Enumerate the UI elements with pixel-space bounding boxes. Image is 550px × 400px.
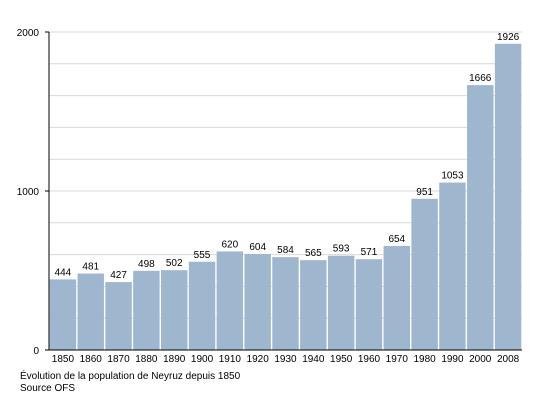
x-tick-label-1890: 1890 bbox=[163, 354, 186, 365]
x-tick-label-1920: 1920 bbox=[247, 354, 270, 365]
data-label-1890: 502 bbox=[166, 258, 183, 269]
x-tick-label-1940: 1940 bbox=[302, 354, 325, 365]
bar-1920 bbox=[244, 253, 271, 350]
data-label-1920: 604 bbox=[249, 242, 266, 253]
bar-1950 bbox=[327, 255, 355, 350]
bar-2008 bbox=[494, 43, 522, 351]
data-label-1870: 427 bbox=[110, 270, 127, 281]
bar-1880 bbox=[133, 270, 160, 350]
bar-1930 bbox=[272, 257, 299, 350]
tick-labels: 1850 1860 1870 1880 1890 1900 1910 1920 1930 1940… bbox=[17, 28, 520, 365]
bar-1900 bbox=[188, 261, 216, 350]
data-label-1960: 571 bbox=[361, 247, 378, 258]
data-label-1900: 555 bbox=[194, 250, 211, 261]
bar-1890 bbox=[160, 270, 188, 350]
x-tick-label-2008: 2008 bbox=[497, 354, 520, 365]
x-tick-label-1990: 1990 bbox=[441, 354, 464, 365]
data-label-1850: 444 bbox=[55, 267, 72, 278]
data-label-1930: 584 bbox=[277, 245, 294, 256]
bar-1860 bbox=[77, 273, 104, 350]
x-tick-label-1980: 1980 bbox=[413, 354, 436, 365]
bar-1970 bbox=[383, 246, 411, 350]
x-tick-label-1870: 1870 bbox=[107, 354, 130, 365]
data-label-1950: 593 bbox=[333, 244, 350, 255]
axes bbox=[45, 31, 522, 351]
x-tick-label-1970: 1970 bbox=[386, 354, 409, 365]
bars bbox=[49, 43, 522, 351]
x-tick-label-2000: 2000 bbox=[469, 354, 492, 365]
bar-1870 bbox=[105, 282, 132, 350]
data-labels: 444 481 427 498 502 555 620 604 584 565 593 571 654 9… bbox=[55, 32, 520, 281]
x-tick-label-1910: 1910 bbox=[219, 354, 242, 365]
x-tick-label-1960: 1960 bbox=[358, 354, 381, 365]
bar-1850 bbox=[49, 279, 77, 350]
data-label-2008: 1926 bbox=[497, 32, 520, 43]
chart-caption-source: Source OFS bbox=[20, 383, 76, 394]
bar-1940 bbox=[300, 260, 327, 350]
data-label-2000: 1666 bbox=[469, 73, 492, 84]
y-tick-label-2000: 2000 bbox=[17, 28, 40, 39]
chart-caption-title: Évolution de la population de Neyruz dep… bbox=[20, 371, 241, 382]
data-label-1860: 481 bbox=[82, 262, 99, 273]
x-tick-label-1950: 1950 bbox=[330, 354, 353, 365]
data-label-1990: 1053 bbox=[441, 171, 464, 182]
x-tick-label-1860: 1860 bbox=[80, 354, 103, 365]
x-tick-label-1930: 1930 bbox=[274, 354, 297, 365]
data-label-1880: 498 bbox=[138, 259, 155, 270]
bar-1980 bbox=[411, 198, 438, 350]
data-label-1970: 654 bbox=[388, 234, 405, 245]
bar-2000 bbox=[467, 85, 494, 350]
bar-1990 bbox=[439, 182, 466, 350]
x-tick-label-1850: 1850 bbox=[52, 354, 75, 365]
x-tick-label-1880: 1880 bbox=[135, 354, 158, 365]
data-label-1980: 951 bbox=[416, 187, 433, 198]
bar-1910 bbox=[216, 251, 244, 350]
data-label-1910: 620 bbox=[222, 239, 239, 250]
bar-1960 bbox=[355, 259, 383, 350]
y-tick-label-1000: 1000 bbox=[17, 187, 40, 198]
y-tick-label-0: 0 bbox=[33, 346, 39, 357]
data-label-1940: 565 bbox=[305, 248, 322, 259]
x-tick-label-1900: 1900 bbox=[191, 354, 214, 365]
